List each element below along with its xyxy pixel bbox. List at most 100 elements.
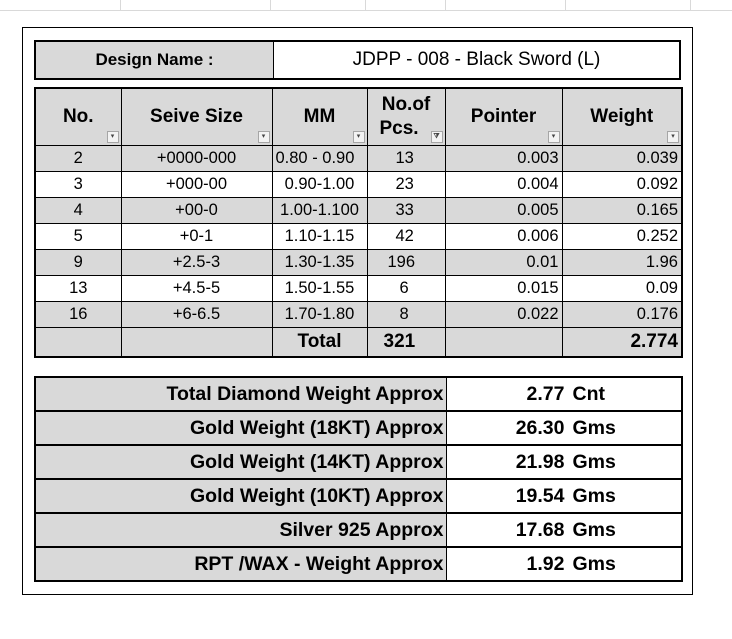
cell-no[interactable]: 3 <box>34 171 122 198</box>
filter-dropdown-icon[interactable]: ▾ <box>257 131 270 143</box>
summary-value-cell[interactable]: 2.77 Cnt <box>445 376 683 412</box>
table-row: 13 +4.5-5 1.50-1.55 6 0.015 0.09 <box>34 275 683 302</box>
header-pcs: No.of Pcs. ⧩ <box>366 87 446 146</box>
summary-value-cell[interactable]: 17.68 Gms <box>445 512 683 548</box>
cell-weight[interactable]: 0.092 <box>561 171 683 198</box>
header-sieve-size: Seive Size ▾ <box>120 87 273 146</box>
cell-sieve-size[interactable]: +0000-000 <box>120 145 273 172</box>
cell-no[interactable]: 13 <box>34 275 122 302</box>
cell-no[interactable]: 4 <box>34 197 122 224</box>
cell-pointer[interactable]: 0.01 <box>444 249 563 276</box>
cell-weight[interactable]: 0.176 <box>561 301 683 328</box>
cell-sieve-size[interactable]: +0-1 <box>120 223 273 250</box>
design-name-row: Design Name : JDPP - 008 - Black Sword (… <box>34 40 681 80</box>
total-row: Total 321 2.774 <box>34 327 683 358</box>
filter-dropdown-icon[interactable]: ▾ <box>547 131 560 143</box>
table-row: 5 +0-1 1.10-1.15 42 0.006 0.252 <box>34 223 683 250</box>
cell-pointer[interactable]: 0.022 <box>444 301 563 328</box>
cell-pointer[interactable]: 0.004 <box>444 171 563 198</box>
cell-weight[interactable]: 0.165 <box>561 197 683 224</box>
cell-pointer[interactable]: 0.015 <box>444 275 563 302</box>
cell-no[interactable]: 9 <box>34 249 122 276</box>
summary-label[interactable]: Gold Weight (14KT) Approx <box>34 444 447 480</box>
cell-mm[interactable]: 1.50-1.55 <box>271 275 368 302</box>
cell-pcs[interactable]: 33 <box>366 197 446 224</box>
cell-empty[interactable] <box>34 327 122 358</box>
design-name-label: Design Name : <box>36 42 274 78</box>
summary-label[interactable]: Gold Weight (10KT) Approx <box>34 478 447 514</box>
table-row: 4 +00-0 1.00-1.100 33 0.005 0.165 <box>34 197 683 224</box>
summary-label[interactable]: RPT /WAX - Weight Approx <box>34 546 447 582</box>
design-name-value[interactable]: JDPP - 008 - Black Sword (L) <box>352 49 601 70</box>
cell-pointer[interactable]: 0.003 <box>444 145 563 172</box>
cell-pcs[interactable]: 13 <box>366 145 446 172</box>
summary-unit: Gms <box>572 484 616 507</box>
summary-row: RPT /WAX - Weight Approx 1.92 Gms <box>34 546 683 582</box>
cell-sieve-size[interactable]: +4.5-5 <box>120 275 273 302</box>
summary-value-cell[interactable]: 26.30 Gms <box>445 410 683 446</box>
summary-value-cell[interactable]: 19.54 Gms <box>445 478 683 514</box>
total-pcs[interactable]: 321 <box>366 327 446 358</box>
table-row: 16 +6-6.5 1.70-1.80 8 0.022 0.176 <box>34 301 683 328</box>
summary-value-cell[interactable]: 21.98 Gms <box>445 444 683 480</box>
summary-label[interactable]: Silver 925 Approx <box>34 512 447 548</box>
total-weight[interactable]: 2.774 <box>561 327 683 358</box>
cell-sieve-size[interactable]: +6-6.5 <box>120 301 273 328</box>
filter-dropdown-icon[interactable]: ▾ <box>352 131 365 143</box>
summary-value: 2.77 <box>526 382 565 405</box>
summary-unit: Gms <box>572 416 616 439</box>
cell-empty[interactable] <box>120 327 273 358</box>
table-row: 3 +000-00 0.90-1.00 23 0.004 0.092 <box>34 171 683 198</box>
cell-empty[interactable] <box>444 327 563 358</box>
cell-pointer[interactable]: 0.006 <box>444 223 563 250</box>
summary-value: 21.98 <box>515 450 565 473</box>
cell-sieve-size[interactable]: +00-0 <box>120 197 273 224</box>
cell-weight[interactable]: 0.09 <box>561 275 683 302</box>
cell-pcs[interactable]: 196 <box>366 249 446 276</box>
sheet-frame <box>22 27 693 595</box>
summary-unit: Gms <box>572 552 616 575</box>
summary-row: Gold Weight (10KT) Approx 19.54 Gms <box>34 478 683 514</box>
summary-unit: Gms <box>572 450 616 473</box>
cell-mm[interactable]: 1.10-1.15 <box>271 223 368 250</box>
summary-label[interactable]: Total Diamond Weight Approx <box>34 376 447 412</box>
filter-dropdown-icon[interactable]: ▾ <box>667 131 679 143</box>
cell-no[interactable]: 5 <box>34 223 122 250</box>
header-weight: Weight ▾ <box>561 87 683 146</box>
cell-pcs[interactable]: 6 <box>366 275 446 302</box>
summary-unit: Gms <box>572 518 616 541</box>
header-pointer: Pointer ▾ <box>444 87 563 146</box>
summary-value: 1.92 <box>526 552 565 575</box>
cell-sieve-size[interactable]: +2.5-3 <box>120 249 273 276</box>
summary-row: Total Diamond Weight Approx 2.77 Cnt <box>34 376 683 412</box>
cell-no[interactable]: 2 <box>34 145 122 172</box>
summary-value-cell[interactable]: 1.92 Gms <box>445 546 683 582</box>
summary-row: Gold Weight (18KT) Approx 26.30 Gms <box>34 410 683 446</box>
cell-pointer[interactable]: 0.005 <box>444 197 563 224</box>
summary-value: 17.68 <box>515 518 565 541</box>
sheet-gridlines <box>0 0 732 11</box>
summary-value: 19.54 <box>515 484 565 507</box>
cell-weight[interactable]: 0.039 <box>561 145 683 172</box>
cell-mm[interactable]: 0.90-1.00 <box>271 171 368 198</box>
filter-dropdown-icon[interactable]: ▾ <box>106 131 119 143</box>
cell-mm[interactable]: 1.00-1.100 <box>271 197 368 224</box>
table-row: 9 +2.5-3 1.30-1.35 196 0.01 1.96 <box>34 249 683 276</box>
table-row: 2 +0000-000 0.80 - 0.90 13 0.003 0.039 <box>34 145 683 172</box>
cell-mm[interactable]: 1.30-1.35 <box>271 249 368 276</box>
summary-label[interactable]: Gold Weight (18KT) Approx <box>34 410 447 446</box>
cell-mm[interactable]: 1.70-1.80 <box>271 301 368 328</box>
header-no: No. ▾ <box>34 87 122 146</box>
cell-weight[interactable]: 0.252 <box>561 223 683 250</box>
cell-sieve-size[interactable]: +000-00 <box>120 171 273 198</box>
cell-pcs[interactable]: 8 <box>366 301 446 328</box>
cell-pcs[interactable]: 23 <box>366 171 446 198</box>
cell-mm[interactable]: 0.80 - 0.90 <box>271 145 368 172</box>
total-label[interactable]: Total <box>271 327 368 358</box>
filter-active-icon[interactable]: ⧩ <box>430 131 443 143</box>
cell-no[interactable]: 16 <box>34 301 122 328</box>
summary-row: Silver 925 Approx 17.68 Gms <box>34 512 683 548</box>
cell-weight[interactable]: 1.96 <box>561 249 683 276</box>
cell-pcs[interactable]: 42 <box>366 223 446 250</box>
table-header-row: No. ▾ Seive Size ▾ MM ▾ No.of Pcs. ⧩ Pointer ▾… <box>34 87 683 146</box>
